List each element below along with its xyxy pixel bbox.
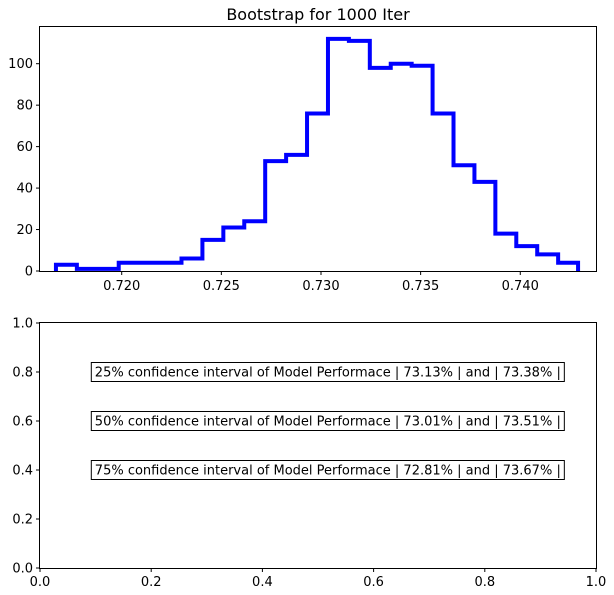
x-tick-label: 0.725: [203, 279, 240, 294]
annotation-text: 50% confidence interval of Model Perform…: [95, 415, 561, 430]
x-tick-label: 0.6: [363, 575, 384, 590]
x-tick-label: 0.4: [252, 575, 273, 590]
y-tick-label: 1.0: [12, 317, 33, 332]
y-tick-label: 100: [8, 57, 33, 72]
y-tick-label: 0.2: [12, 513, 33, 528]
text-axes: 0.0 0.2 0.4 0.6 0.8 1.0 0.0 0.2 0.4 0.6 0.8 1.0 25…: [12, 317, 606, 591]
x-tick-label: 0.730: [302, 279, 339, 294]
annotation-ci-50: 50% confidence interval of Model Perform…: [90, 411, 565, 431]
x-axis-ticks: 0.0 0.2 0.4 0.6 0.8 1.0: [30, 568, 607, 590]
y-tick-label: 0.0: [12, 562, 33, 577]
annotation-box: [90, 411, 565, 431]
y-tick-label: 0.6: [12, 415, 33, 430]
x-tick-label: 0.720: [103, 279, 140, 294]
annotation-text: 75% confidence interval of Model Perform…: [95, 464, 561, 479]
annotation-text: 25% confidence interval of Model Perform…: [95, 366, 561, 381]
x-tick-label: 1.0: [586, 575, 607, 590]
y-tick-label: 80: [16, 99, 33, 114]
annotation-box: [90, 460, 565, 480]
annotation-ci-25: 25% confidence interval of Model Perform…: [90, 362, 565, 382]
y-axis-ticks: 0.0 0.2 0.4 0.6 0.8 1.0: [12, 317, 40, 577]
y-tick-label: 40: [16, 182, 33, 197]
y-tick-label: 0.8: [12, 366, 33, 381]
y-tick-label: 0.4: [12, 464, 33, 479]
annotation-box: [90, 362, 565, 382]
histogram-axes: Bootstrap for 1000 Iter 0 20 40 60 80 100 0.7…: [8, 5, 597, 294]
histogram-frame: [39, 26, 597, 272]
x-tick-label: 0.8: [474, 575, 495, 590]
x-axis-ticks: 0.720 0.725 0.730 0.735 0.740: [103, 271, 539, 294]
y-tick-label: 20: [16, 223, 33, 238]
x-tick-label: 0.740: [502, 279, 539, 294]
x-tick-label: 0.2: [141, 575, 162, 590]
text-axes-frame: [39, 322, 597, 569]
annotations: 25% confidence interval of Model Perform…: [90, 362, 565, 480]
y-tick-label: 0: [25, 265, 33, 280]
y-tick-label: 60: [16, 140, 33, 155]
annotation-ci-75: 75% confidence interval of Model Perform…: [90, 460, 565, 480]
x-tick-label: 0.0: [30, 575, 51, 590]
y-axis-ticks: 0 20 40 60 80 100: [8, 57, 40, 280]
x-tick-label: 0.735: [402, 279, 439, 294]
histogram-step-line: [53, 36, 581, 271]
chart-title: Bootstrap for 1000 Iter: [226, 5, 410, 24]
